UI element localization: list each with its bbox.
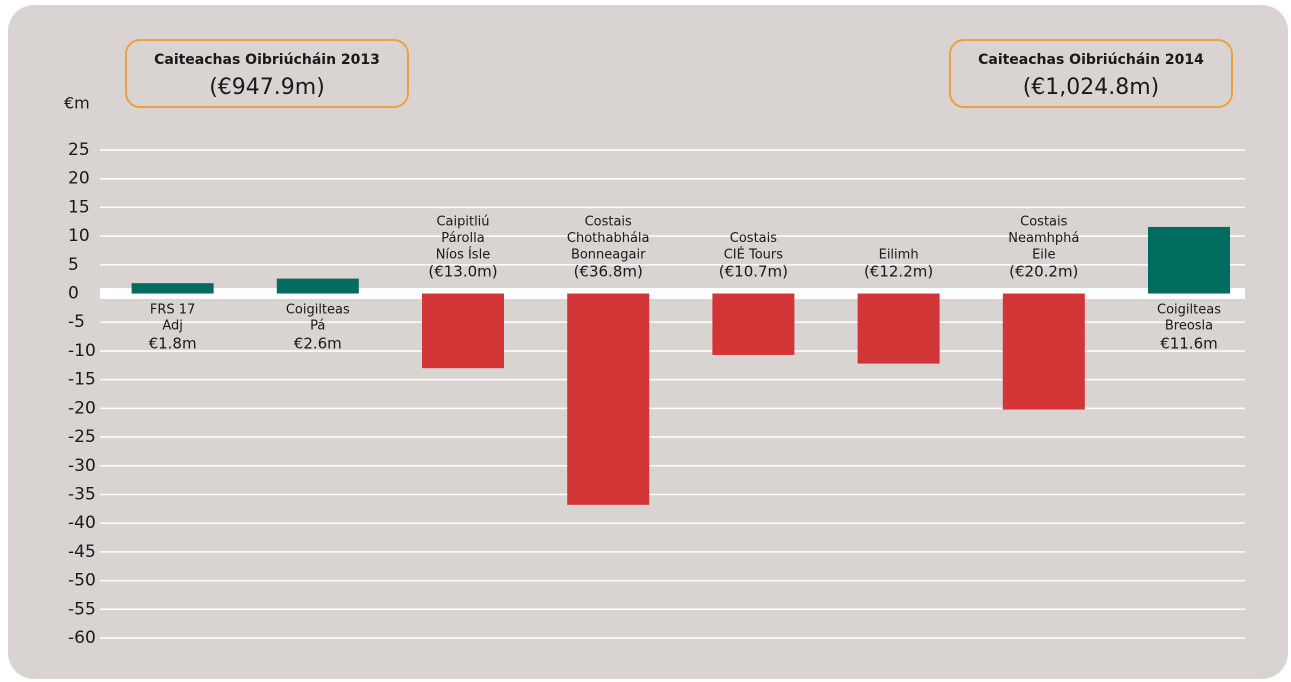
category-label: Coigilteas <box>286 303 350 318</box>
annotation-value: (€1,024.8m) <box>1023 75 1160 100</box>
y-tick-label: -20 <box>68 398 96 418</box>
category-label: Chothabhála <box>567 231 650 246</box>
category-label: Coigilteas <box>1157 303 1221 318</box>
y-tick-label: 10 <box>68 226 90 246</box>
category-label: Caipitliú <box>436 215 489 230</box>
category-label: Pá <box>310 319 325 334</box>
y-tick-label: 0 <box>68 284 79 304</box>
value-label: (€10.7m) <box>719 263 788 281</box>
annotation-title: Caiteachas Oibriúcháin 2014 <box>978 52 1204 68</box>
value-label: (€20.2m) <box>1009 263 1078 281</box>
y-tick-label: -10 <box>68 341 96 361</box>
bar <box>131 283 214 294</box>
y-axis-unit: €m <box>64 94 90 113</box>
y-tick-label: -25 <box>68 427 96 447</box>
bar <box>276 278 359 294</box>
y-tick-label: -45 <box>68 542 96 562</box>
category-label: Costais <box>585 215 632 230</box>
y-tick-label: -30 <box>68 456 96 476</box>
category-label: Neamhphá <box>1008 231 1079 246</box>
y-tick-label: -35 <box>68 484 96 504</box>
y-tick-label: 5 <box>68 255 79 275</box>
category-label: Eilimh <box>879 248 919 263</box>
value-label: (€36.8m) <box>574 263 643 281</box>
annotation-box <box>125 39 409 108</box>
y-tick-label: -5 <box>68 312 85 332</box>
y-tick-label: -50 <box>68 571 96 591</box>
bar <box>567 293 650 505</box>
y-tick-label: 15 <box>68 197 90 217</box>
bar <box>857 293 940 364</box>
bar <box>712 293 795 355</box>
bar <box>422 293 504 369</box>
value-label: €2.6m <box>294 335 342 353</box>
category-label: Eile <box>1032 248 1055 263</box>
category-label: Adj <box>162 319 183 334</box>
category-label: Níos Ísle <box>436 247 490 263</box>
category-label: Breosla <box>1165 319 1213 334</box>
value-label: €1.8m <box>149 335 197 353</box>
annotation-box <box>949 39 1233 108</box>
y-tick-label: 25 <box>68 140 90 160</box>
category-label: Costais <box>1020 215 1067 230</box>
y-tick-label: -60 <box>68 628 96 648</box>
annotation-title: Caiteachas Oibriúcháin 2013 <box>154 52 380 68</box>
value-label: (€12.2m) <box>864 263 933 281</box>
category-label: Bonneagair <box>571 248 646 263</box>
y-tick-label: -40 <box>68 513 96 533</box>
category-label: Costais <box>730 231 777 246</box>
category-label: FRS 17 <box>150 303 195 318</box>
y-tick-label: 20 <box>68 169 90 189</box>
value-label: €11.6m <box>1160 335 1218 353</box>
y-tick-label: -15 <box>68 370 96 390</box>
value-label: (€13.0m) <box>428 263 497 281</box>
category-label: CIÉ Tours <box>724 247 784 263</box>
bar <box>1148 226 1230 294</box>
bar <box>1002 293 1085 410</box>
y-tick-label: -55 <box>68 599 96 619</box>
annotation-value: (€947.9m) <box>209 75 325 100</box>
category-label: Párolla <box>441 231 484 246</box>
